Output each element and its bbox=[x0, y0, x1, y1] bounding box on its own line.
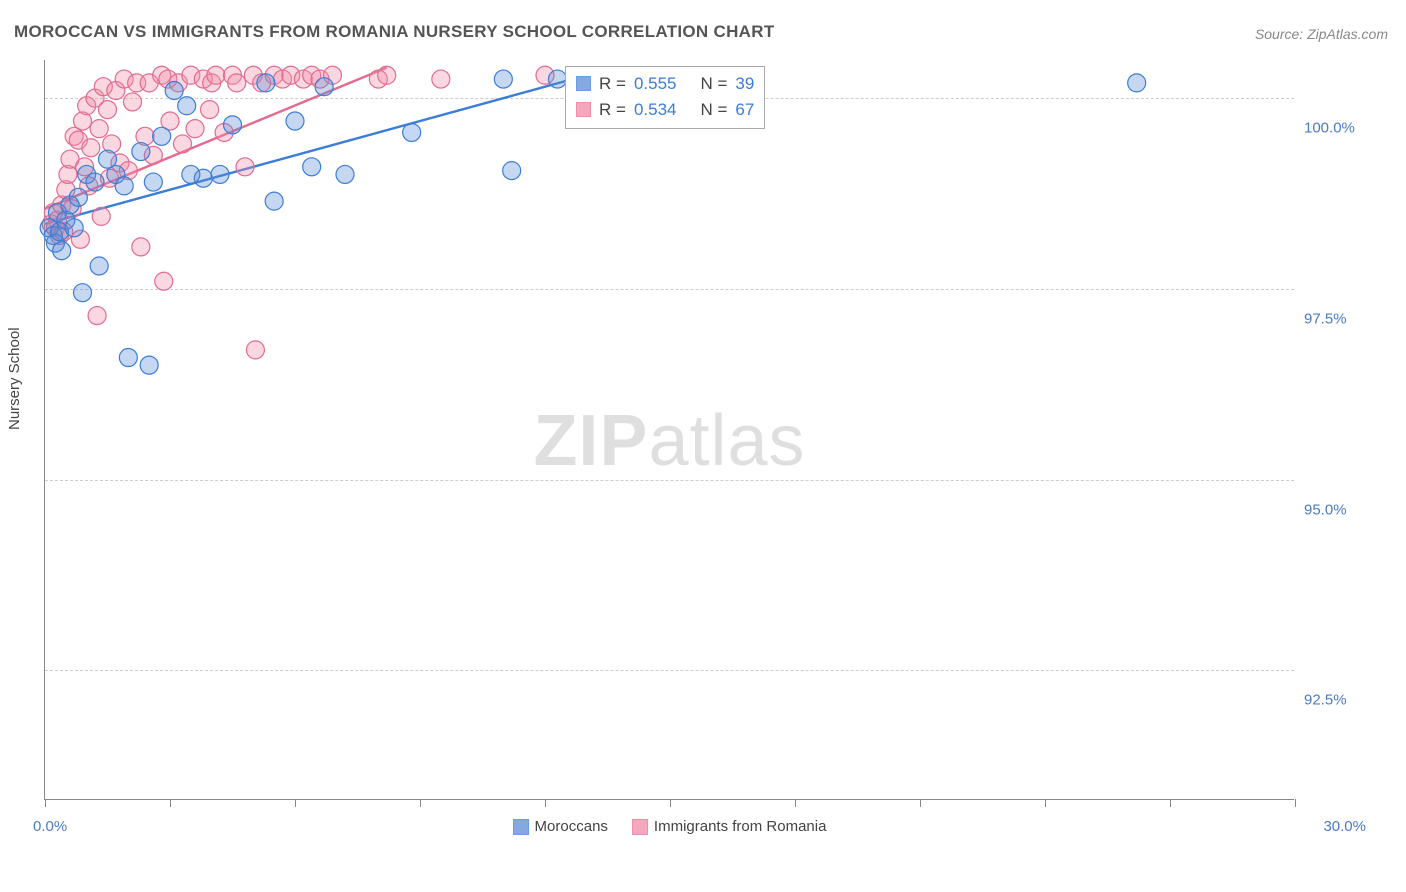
r-value: 0.534 bbox=[634, 97, 677, 123]
data-point-romania bbox=[155, 272, 173, 290]
r-label: R = bbox=[599, 97, 626, 123]
y-axis-label: Nursery School bbox=[6, 327, 23, 430]
legend-bottom: Moroccans Immigrants from Romania bbox=[513, 818, 827, 835]
data-point-romania bbox=[201, 101, 219, 119]
y-tick-label: 95.0% bbox=[1304, 501, 1384, 518]
data-point-moroccans bbox=[178, 97, 196, 115]
n-label: N = bbox=[700, 97, 727, 123]
x-tick bbox=[45, 799, 46, 807]
data-point-moroccans bbox=[53, 242, 71, 260]
data-point-moroccans bbox=[336, 165, 354, 183]
x-axis-min-label: 0.0% bbox=[33, 818, 67, 835]
data-point-romania bbox=[124, 93, 142, 111]
data-point-moroccans bbox=[119, 349, 137, 367]
r-label: R = bbox=[599, 71, 626, 97]
source-label: Source: ZipAtlas.com bbox=[1255, 26, 1388, 42]
data-point-moroccans bbox=[224, 116, 242, 134]
x-tick bbox=[795, 799, 796, 807]
data-point-moroccans bbox=[90, 257, 108, 275]
data-point-romania bbox=[228, 74, 246, 92]
data-point-romania bbox=[378, 66, 396, 84]
y-tick-label: 100.0% bbox=[1304, 120, 1384, 137]
data-point-moroccans bbox=[211, 165, 229, 183]
data-point-moroccans bbox=[194, 169, 212, 187]
data-point-moroccans bbox=[69, 188, 87, 206]
x-tick bbox=[670, 799, 671, 807]
data-point-moroccans bbox=[153, 127, 171, 145]
data-point-moroccans bbox=[1128, 74, 1146, 92]
data-point-romania bbox=[92, 207, 110, 225]
swatch-icon bbox=[632, 819, 648, 835]
stats-legend-box: R = 0.555 N = 39 R = 0.534 N = 67 bbox=[565, 66, 765, 129]
legend-item-moroccans: Moroccans bbox=[513, 818, 608, 835]
data-point-moroccans bbox=[549, 70, 567, 88]
n-value: 39 bbox=[735, 71, 754, 97]
data-point-romania bbox=[432, 70, 450, 88]
x-tick bbox=[920, 799, 921, 807]
x-tick bbox=[1295, 799, 1296, 807]
x-axis-max-label: 30.0% bbox=[1323, 818, 1366, 835]
plot-area: ZIPatlas 92.5%95.0%97.5%100.0% 0.0% 30.0… bbox=[44, 60, 1294, 800]
x-tick bbox=[295, 799, 296, 807]
chart-title: MOROCCAN VS IMMIGRANTS FROM ROMANIA NURS… bbox=[14, 22, 775, 42]
x-tick bbox=[545, 799, 546, 807]
x-tick bbox=[1170, 799, 1171, 807]
legend-item-romania: Immigrants from Romania bbox=[632, 818, 827, 835]
legend-label: Immigrants from Romania bbox=[654, 818, 827, 835]
data-point-romania bbox=[99, 101, 117, 119]
data-point-romania bbox=[88, 307, 106, 325]
data-point-moroccans bbox=[86, 173, 104, 191]
data-point-moroccans bbox=[132, 143, 150, 161]
data-point-romania bbox=[186, 120, 204, 138]
swatch-icon bbox=[513, 819, 529, 835]
scatter-plot bbox=[45, 60, 1294, 799]
data-point-romania bbox=[174, 135, 192, 153]
n-value: 67 bbox=[735, 97, 754, 123]
r-value: 0.555 bbox=[634, 71, 677, 97]
data-point-romania bbox=[82, 139, 100, 157]
y-tick-label: 92.5% bbox=[1304, 692, 1384, 709]
data-point-romania bbox=[236, 158, 254, 176]
data-point-moroccans bbox=[265, 192, 283, 210]
data-point-moroccans bbox=[503, 162, 521, 180]
y-tick-label: 97.5% bbox=[1304, 310, 1384, 327]
data-point-moroccans bbox=[74, 284, 92, 302]
data-point-moroccans bbox=[165, 82, 183, 100]
stats-row-romania: R = 0.534 N = 67 bbox=[576, 97, 754, 123]
data-point-moroccans bbox=[257, 74, 275, 92]
data-point-romania bbox=[246, 341, 264, 359]
x-tick bbox=[420, 799, 421, 807]
swatch-icon bbox=[576, 76, 591, 91]
n-label: N = bbox=[700, 71, 727, 97]
legend-label: Moroccans bbox=[535, 818, 608, 835]
swatch-icon bbox=[576, 102, 591, 117]
data-point-romania bbox=[90, 120, 108, 138]
data-point-moroccans bbox=[144, 173, 162, 191]
x-tick bbox=[1045, 799, 1046, 807]
data-point-moroccans bbox=[303, 158, 321, 176]
data-point-romania bbox=[207, 66, 225, 84]
data-point-moroccans bbox=[140, 356, 158, 374]
data-point-moroccans bbox=[403, 123, 421, 141]
data-point-moroccans bbox=[315, 78, 333, 96]
data-point-moroccans bbox=[65, 219, 83, 237]
x-tick bbox=[170, 799, 171, 807]
data-point-moroccans bbox=[494, 70, 512, 88]
stats-row-moroccans: R = 0.555 N = 39 bbox=[576, 71, 754, 97]
data-point-moroccans bbox=[286, 112, 304, 130]
data-point-romania bbox=[132, 238, 150, 256]
data-point-moroccans bbox=[115, 177, 133, 195]
